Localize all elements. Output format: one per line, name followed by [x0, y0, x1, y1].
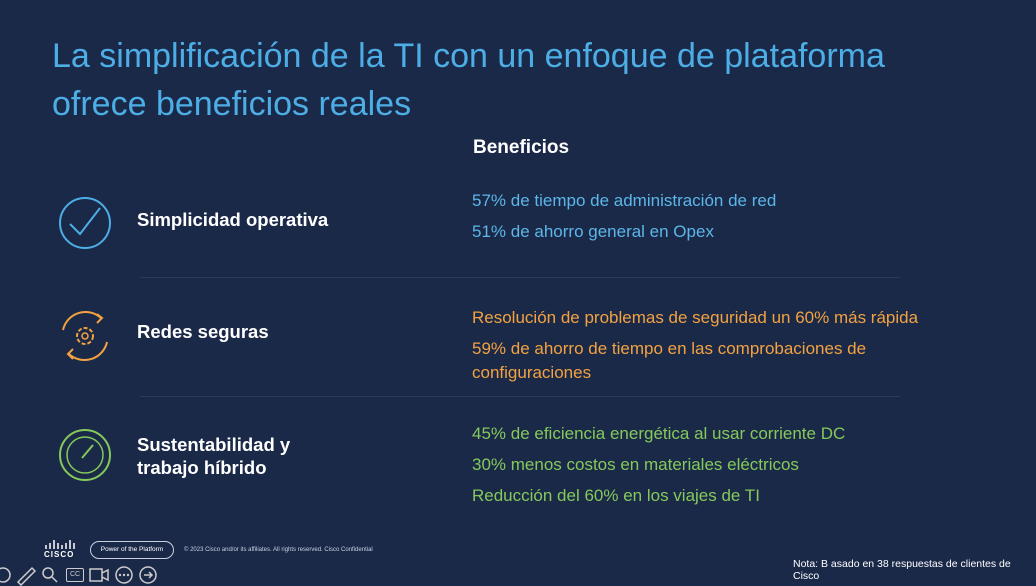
- prev-button[interactable]: [0, 567, 11, 583]
- row-label: Redes seguras: [137, 321, 269, 342]
- slide-title: La simplificación de la TI con un enfoqu…: [52, 37, 885, 123]
- separator: [140, 277, 900, 278]
- pen-button[interactable]: [16, 566, 37, 586]
- benefit: 51% de ahorro general en Opex: [472, 222, 714, 241]
- icon-gear: [62, 311, 108, 361]
- benefit: 57% de tiempo de administración de red: [472, 191, 777, 210]
- benefit: 30% menos costos en materiales eléctrico…: [472, 455, 799, 474]
- icon-gauge: [59, 429, 111, 481]
- separator: [140, 396, 900, 397]
- video-button[interactable]: [89, 568, 103, 582]
- benefit: Reducción del 60% en los viajes de TI: [472, 486, 760, 505]
- row-label: Simplicidad operativa: [137, 209, 329, 230]
- benefit-list: Resolución de problemas de seguridad un …: [472, 306, 972, 392]
- more-button[interactable]: [115, 566, 133, 584]
- logo-bars: [45, 540, 75, 549]
- toolbar: [0, 566, 157, 586]
- benefit-list: 45% de eficiencia energética al usar cor…: [472, 422, 972, 515]
- icon-check: [59, 197, 111, 249]
- footnote: Nota: B asado en 38 respuestas de client…: [793, 558, 1011, 582]
- benefit: 45% de eficiencia energética al usar cor…: [472, 424, 846, 443]
- benefit-list: 57% de tiempo de administración de red 5…: [472, 189, 972, 251]
- benefit: Resolución de problemas de seguridad un …: [472, 308, 919, 327]
- zoom-button[interactable]: [42, 567, 54, 579]
- badge: Power of the Platform: [90, 541, 174, 559]
- next-button[interactable]: [139, 566, 157, 584]
- copyright: © 2023 Cisco and/or its affiliates. All …: [184, 547, 373, 553]
- captions-button[interactable]: CC: [66, 568, 84, 582]
- row-label: Sustentabilidad y trabajo híbrido: [137, 434, 291, 478]
- logo: CISCO: [44, 550, 75, 559]
- column-header: Beneficios: [473, 137, 570, 158]
- benefit: 59% de ahorro de tiempo en las comprobac…: [472, 339, 867, 382]
